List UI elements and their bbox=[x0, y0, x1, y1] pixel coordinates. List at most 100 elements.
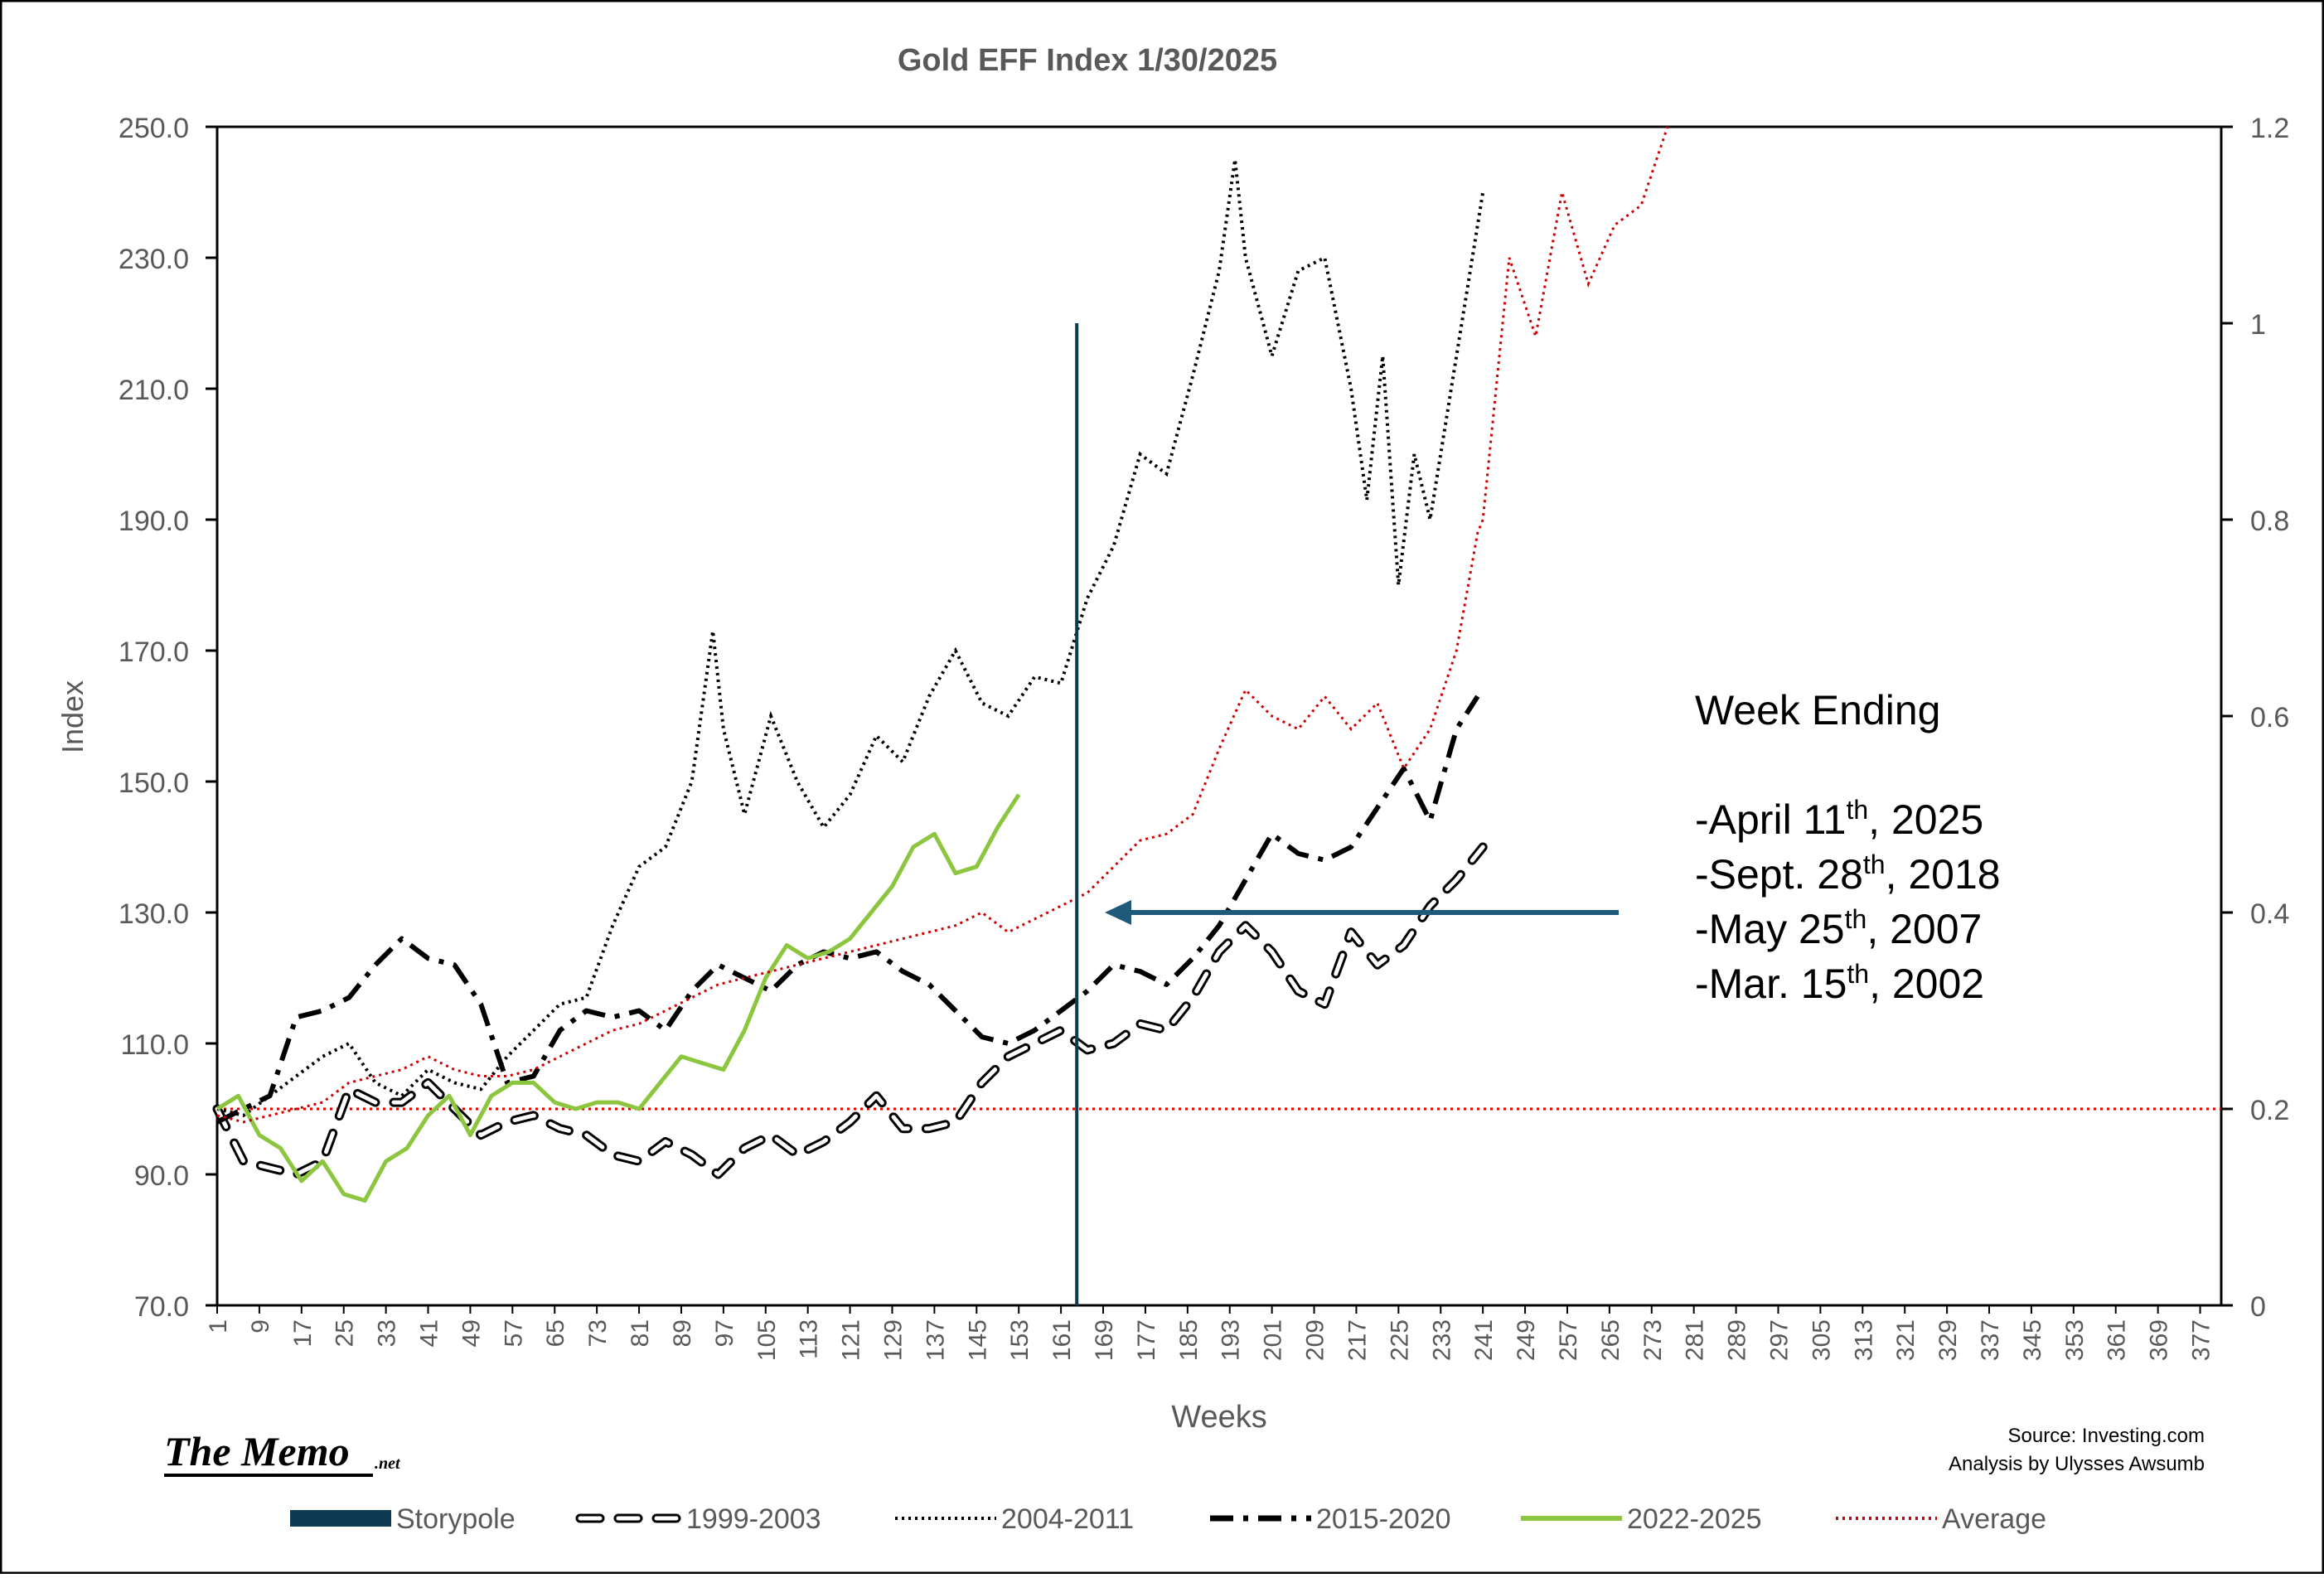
y2-tick-label: 0.6 bbox=[2250, 702, 2289, 733]
legend-label: 1999-2003 bbox=[686, 1503, 821, 1535]
source-note: Source: Investing.com Analysis by Ulysse… bbox=[1949, 1425, 2205, 1475]
x-axis-title: Weeks bbox=[1171, 1400, 1266, 1435]
x-tick-label: 65 bbox=[542, 1319, 569, 1347]
legend-label: 2015-2020 bbox=[1316, 1503, 1451, 1535]
x-tick-label: 73 bbox=[584, 1319, 612, 1347]
x-tick-label: 289 bbox=[1724, 1319, 1751, 1361]
x-tick-label: 153 bbox=[1006, 1319, 1034, 1361]
annotation-heading: Week Ending bbox=[1695, 687, 1940, 733]
legend: Storypole 1999-2003 2004-2011 2015-2020 2022… bbox=[290, 1503, 2046, 1535]
annotation-arrow bbox=[1105, 900, 1619, 925]
logo-suffix: .net bbox=[375, 1455, 401, 1473]
x-tick-label: 377 bbox=[2188, 1319, 2215, 1361]
y2-axis: 0 0.2 0.4 0.6 0.8 1 1.2 bbox=[2221, 113, 2289, 1323]
legend-label: Storypole bbox=[396, 1503, 516, 1535]
x-tick-label: 233 bbox=[1428, 1319, 1455, 1361]
legend-swatch-storypole bbox=[290, 1510, 391, 1527]
x-tick-label: 369 bbox=[2146, 1319, 2173, 1361]
x-tick-label: 185 bbox=[1175, 1319, 1203, 1361]
series-line-2015-2020 bbox=[215, 695, 1480, 1125]
x-tick-label: 225 bbox=[1386, 1319, 1413, 1361]
x-tick-label: 249 bbox=[1513, 1319, 1540, 1361]
x-tick-label: 25 bbox=[332, 1319, 359, 1347]
x-tick-label: 281 bbox=[1682, 1319, 1709, 1361]
annotation-date-1: -April 11th, 2025 bbox=[1695, 795, 1983, 843]
x-tick-label: 257 bbox=[1555, 1319, 1582, 1361]
x-tick-label: 9 bbox=[247, 1319, 274, 1334]
x-tick-label: 57 bbox=[500, 1319, 527, 1347]
y2-tick-label: 0.4 bbox=[2250, 898, 2289, 930]
y2-tick-label: 0 bbox=[2250, 1291, 2266, 1323]
y-tick-label: 90.0 bbox=[134, 1160, 189, 1192]
y-tick-label: 110.0 bbox=[120, 1029, 189, 1061]
y2-tick-label: 0.2 bbox=[2250, 1095, 2289, 1126]
x-tick-label: 97 bbox=[711, 1319, 738, 1347]
x-tick-label: 297 bbox=[1765, 1319, 1793, 1361]
x-tick-label: 161 bbox=[1048, 1319, 1076, 1361]
logo-main: The Memo bbox=[164, 1428, 350, 1474]
x-tick-label: 33 bbox=[374, 1319, 401, 1347]
x-tick-label: 273 bbox=[1639, 1319, 1667, 1361]
x-tick-label: 41 bbox=[416, 1319, 443, 1347]
x-tick-label: 129 bbox=[879, 1319, 907, 1361]
logo: The Memo .net bbox=[164, 1428, 401, 1477]
x-tick-label: 137 bbox=[922, 1319, 949, 1361]
x-tick-label: 17 bbox=[289, 1319, 317, 1347]
source-line-1: Source: Investing.com bbox=[2008, 1425, 2205, 1447]
y2-tick-label: 1.2 bbox=[2250, 113, 2289, 144]
x-tick-label: 217 bbox=[1344, 1319, 1371, 1361]
annotation-text: Week Ending -April 11th, 2025 -Sept. 28t… bbox=[1695, 687, 2001, 1007]
legend-label: Average bbox=[1942, 1503, 2046, 1535]
x-tick-label: 329 bbox=[1934, 1319, 1962, 1361]
y-tick-label: 150.0 bbox=[119, 767, 189, 799]
x-tick-label: 345 bbox=[2019, 1319, 2046, 1361]
x-axis: 1 9 17 25 33 41 49 57 65 73 81 89 97 105 113 121 129 137 1… bbox=[205, 1305, 2215, 1361]
x-tick-label: 105 bbox=[753, 1319, 781, 1361]
x-tick-label: 241 bbox=[1470, 1319, 1498, 1361]
x-tick-label: 169 bbox=[1091, 1319, 1118, 1361]
y-tick-label: 250.0 bbox=[119, 113, 189, 144]
series-line-average bbox=[216, 126, 1669, 1124]
x-tick-label: 89 bbox=[669, 1319, 696, 1347]
y-axis-title: Index bbox=[56, 680, 90, 753]
y-axis: 70.0 90.0 110.0 130.0 150.0 170.0 190.0 210.0 23… bbox=[119, 113, 217, 1323]
x-tick-label: 1 bbox=[205, 1319, 232, 1334]
x-tick-label: 49 bbox=[458, 1319, 485, 1347]
y-tick-label: 210.0 bbox=[119, 375, 189, 406]
y-tick-label: 70.0 bbox=[134, 1291, 189, 1323]
x-tick-label: 305 bbox=[1808, 1319, 1835, 1361]
series-layer bbox=[212, 126, 1669, 1203]
x-tick-label: 337 bbox=[1977, 1319, 2004, 1361]
x-tick-label: 177 bbox=[1133, 1319, 1160, 1361]
annotation-date-2: -Sept. 28th, 2018 bbox=[1695, 850, 2001, 898]
chart-title: Gold EFF Index 1/30/2025 bbox=[898, 43, 1277, 78]
annotation-date-4: -Mar. 15th, 2002 bbox=[1695, 959, 1984, 1007]
source-line-2: Analysis by Ulysses Awsumb bbox=[1949, 1453, 2205, 1475]
y2-tick-label: 1 bbox=[2250, 309, 2266, 341]
series-line-1999-2003 bbox=[215, 845, 1485, 1177]
x-tick-label: 193 bbox=[1218, 1319, 1245, 1361]
x-tick-label: 201 bbox=[1260, 1319, 1287, 1361]
arrow-head bbox=[1105, 900, 1131, 925]
x-tick-label: 353 bbox=[2061, 1319, 2089, 1361]
x-tick-label: 361 bbox=[2104, 1319, 2131, 1361]
x-tick-label: 313 bbox=[1850, 1319, 1877, 1361]
y-tick-label: 190.0 bbox=[119, 506, 189, 537]
x-tick-label: 121 bbox=[838, 1319, 865, 1361]
y-tick-label: 170.0 bbox=[119, 637, 189, 668]
x-tick-label: 321 bbox=[1892, 1319, 1920, 1361]
x-tick-label: 265 bbox=[1597, 1319, 1624, 1361]
x-tick-label: 81 bbox=[627, 1319, 654, 1347]
y2-tick-label: 0.8 bbox=[2250, 506, 2289, 537]
legend-label: 2004-2011 bbox=[1001, 1503, 1134, 1535]
annotation-date-3: -May 25th, 2007 bbox=[1695, 904, 1982, 952]
x-tick-label: 145 bbox=[964, 1319, 991, 1361]
y-tick-label: 230.0 bbox=[119, 244, 189, 275]
x-tick-label: 113 bbox=[796, 1319, 823, 1359]
x-tick-label: 209 bbox=[1302, 1319, 1329, 1361]
legend-label: 2022-2025 bbox=[1627, 1503, 1762, 1535]
series-line-2022-2025 bbox=[215, 793, 1021, 1203]
